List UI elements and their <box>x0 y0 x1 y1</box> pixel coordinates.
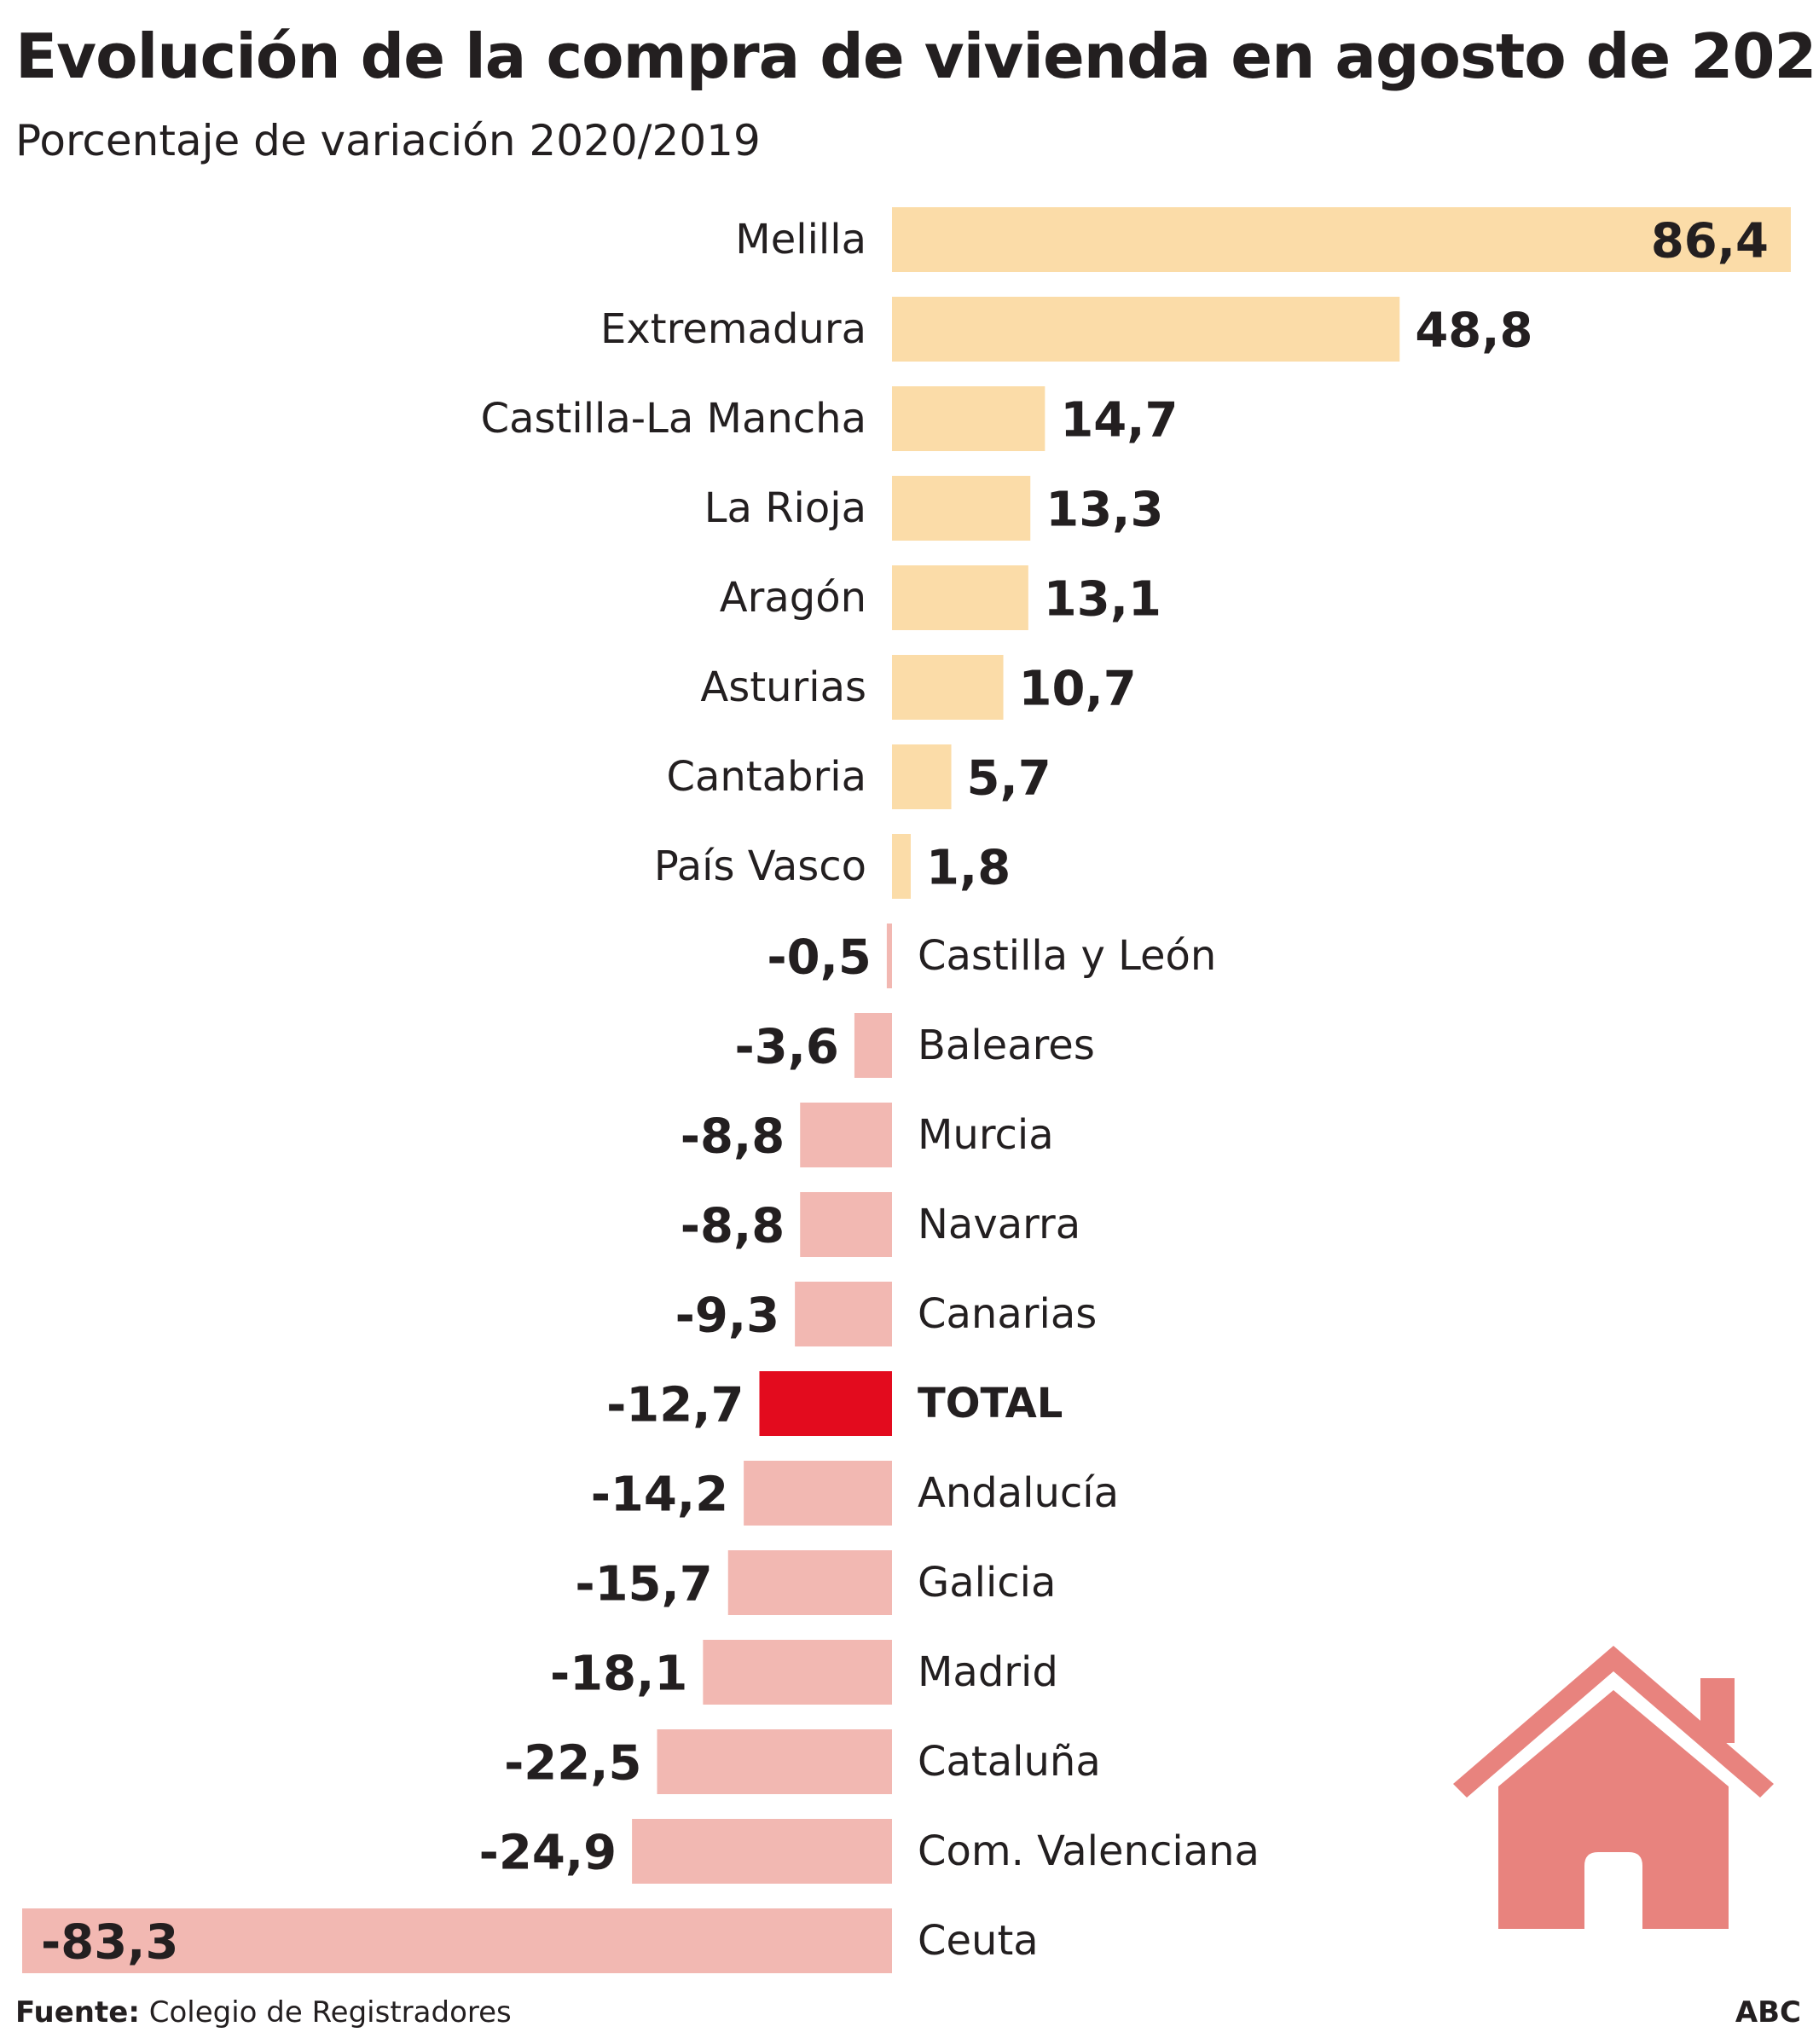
bar-andalucia <box>744 1461 892 1526</box>
bar-aragon <box>892 565 1028 630</box>
bar-asturias <box>892 655 1004 720</box>
value-label-asturias: 10,7 <box>1019 662 1137 717</box>
category-label-madrid: Madrid <box>918 1648 1058 1696</box>
value-label-madrid: -18,1 <box>550 1647 687 1702</box>
value-label-andalucia: -14,2 <box>591 1468 728 1523</box>
value-label-la-rioja: 13,3 <box>1046 483 1163 538</box>
value-label-cataluna: -22,5 <box>504 1736 641 1792</box>
value-label-canarias: -9,3 <box>675 1288 779 1344</box>
bar-galicia <box>727 1550 892 1615</box>
bar-cantabria <box>892 744 952 809</box>
category-label-asturias: Asturias <box>700 663 866 711</box>
bar-extremadura <box>892 297 1400 362</box>
bar-la-rioja <box>892 476 1031 541</box>
bar-navarra <box>800 1192 892 1257</box>
category-label-aragon: Aragón <box>720 574 866 622</box>
chart-title: Evolución de la compra de vivienda en ag… <box>15 20 1813 92</box>
brand-logo: ABC <box>1735 1995 1801 2030</box>
bar-melilla <box>892 207 1791 272</box>
category-label-castilla-y-leon: Castilla y León <box>918 932 1216 980</box>
value-label-castilla-la-mancha: 14,7 <box>1060 393 1178 449</box>
house-icon <box>1453 1646 1774 1929</box>
value-label-pais-vasco: 1,8 <box>926 841 1011 896</box>
value-label-total: -12,7 <box>606 1378 744 1433</box>
value-label-com-valenciana: -24,9 <box>479 1826 617 1881</box>
category-label-pais-vasco: País Vasco <box>654 842 866 890</box>
category-label-ceuta: Ceuta <box>918 1917 1039 1965</box>
category-label-la-rioja: La Rioja <box>704 484 866 532</box>
bar-madrid <box>703 1640 892 1705</box>
labels-group: Melilla 86,4 Extremadura 48,8 Castilla-La Ma… <box>41 214 1769 1971</box>
value-label-cantabria: 5,7 <box>967 751 1051 807</box>
bar-total <box>759 1371 892 1436</box>
category-label-andalucia: Andalucía <box>918 1469 1119 1517</box>
category-label-murcia: Murcia <box>918 1111 1054 1159</box>
bar-canarias <box>795 1282 892 1346</box>
value-label-ceuta: -83,3 <box>41 1915 178 1971</box>
category-label-extremadura: Extremadura <box>600 305 866 353</box>
category-label-melilla: Melilla <box>735 216 866 263</box>
bar-ceuta <box>22 1908 892 1973</box>
category-label-total: TOTAL <box>918 1380 1063 1427</box>
bars-group <box>22 207 1791 1973</box>
category-label-baleares: Baleares <box>918 1022 1095 1069</box>
category-label-cataluna: Cataluña <box>918 1738 1101 1786</box>
bar-castilla-y-leon <box>886 924 892 988</box>
source-footer: Fuente: Colegio de Registradores <box>15 1995 512 2030</box>
bar-castilla-la-mancha <box>892 386 1046 451</box>
value-label-baleares: -3,6 <box>734 1020 838 1075</box>
value-label-extremadura: 48,8 <box>1415 304 1532 359</box>
bar-com-valenciana <box>632 1819 892 1884</box>
value-label-castilla-y-leon: -0,5 <box>767 930 871 986</box>
source-label: Fuente: <box>15 1995 140 2030</box>
category-label-cantabria: Cantabria <box>666 753 866 801</box>
value-label-aragon: 13,1 <box>1044 572 1161 628</box>
category-label-navarra: Navarra <box>918 1201 1080 1248</box>
value-label-melilla: 86,4 <box>1651 214 1769 269</box>
category-label-galicia: Galicia <box>918 1559 1056 1607</box>
value-label-navarra: -8,8 <box>681 1199 785 1254</box>
category-label-canarias: Canarias <box>918 1290 1097 1338</box>
bar-cataluna <box>657 1729 892 1794</box>
source-text: Colegio de Registradores <box>139 1995 512 2030</box>
value-label-galicia: -15,7 <box>575 1557 712 1613</box>
value-label-murcia: -8,8 <box>681 1109 785 1165</box>
bar-pais-vasco <box>892 834 911 899</box>
bar-baleares <box>854 1013 892 1078</box>
category-label-com-valenciana: Com. Valenciana <box>918 1827 1260 1875</box>
chart-subtitle: Porcentaje de variación 2020/2019 <box>15 116 761 165</box>
category-label-castilla-la-mancha: Castilla-La Mancha <box>481 395 866 443</box>
bar-murcia <box>800 1103 892 1167</box>
